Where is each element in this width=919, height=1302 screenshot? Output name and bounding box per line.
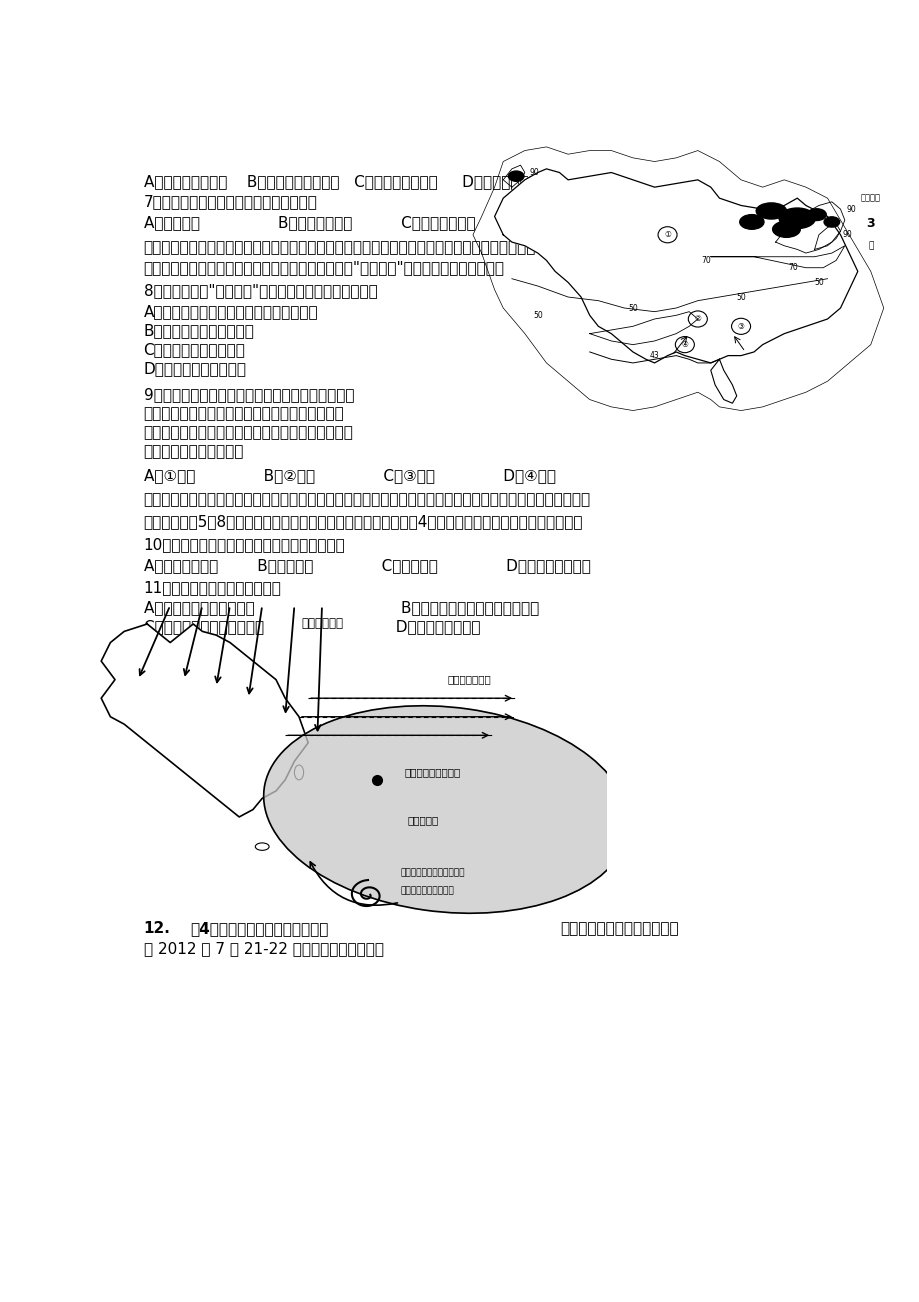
Text: 90: 90 bbox=[528, 168, 539, 177]
Polygon shape bbox=[101, 624, 308, 816]
Text: A．青藏高原文化区    B．内蒙古草原文化区   C．华南妈祖文化区     D．东北黑土文化区: A．青藏高原文化区 B．内蒙古草原文化区 C．华南妈祖文化区 D．东北黑土文化区 bbox=[143, 173, 546, 189]
Text: C．锋面雨带已撤离我国大陆                           D．台风已蓄势待发: C．锋面雨带已撤离我国大陆 D．台风已蓄势待发 bbox=[143, 618, 480, 634]
Text: A．高寒缺氧                B．潮湿、多虫鼠          C．多火山、地震        D．干旱缺水: A．高寒缺氧 B．潮湿、多虫鼠 C．多火山、地震 D．干旱缺水 bbox=[143, 215, 571, 230]
Text: 下列天气系统中，最有可能导: 下列天气系统中，最有可能导 bbox=[560, 921, 678, 936]
Ellipse shape bbox=[772, 221, 800, 237]
Polygon shape bbox=[494, 169, 857, 363]
Polygon shape bbox=[710, 359, 736, 404]
Text: A．南部沿海一带        B．东北地区              C．华北地区              D．长江中下游地区: A．南部沿海一带 B．东北地区 C．华北地区 D．长江中下游地区 bbox=[143, 557, 590, 573]
Ellipse shape bbox=[294, 766, 303, 780]
Text: 50: 50 bbox=[532, 311, 542, 320]
Text: ③: ③ bbox=[737, 322, 743, 331]
Text: 致 2012 年 7 月 21-22 日北京特大暴雨的是：: 致 2012 年 7 月 21-22 日北京特大暴雨的是： bbox=[143, 941, 383, 956]
Text: 50: 50 bbox=[628, 303, 637, 312]
Text: 副高脊线以北5～8个纬度距离处，并随副高的北进南退而移动。图4绘制的是副高对我国天气影响示意图。: 副高脊线以北5～8个纬度距离处，并随副高的北进南退而移动。图4绘制的是副高对我国… bbox=[143, 514, 583, 529]
Text: ④: ④ bbox=[681, 340, 687, 349]
Text: 50: 50 bbox=[735, 293, 745, 302]
Text: 图: 图 bbox=[868, 241, 872, 250]
Text: 副高控制下高温晴热: 副高控制下高温晴热 bbox=[403, 767, 460, 777]
Text: 8．图中东北部"偏好指数"高且成带状集中分布的理由是: 8．图中东北部"偏好指数"高且成带状集中分布的理由是 bbox=[143, 283, 377, 298]
Ellipse shape bbox=[739, 215, 763, 229]
Text: A．①区域              B．②区域              C．③区域              D．④区域: A．①区域 B．②区域 C．③区域 D．④区域 bbox=[143, 469, 555, 483]
Text: 图4：副高对我国天气影响示意图: 图4：副高对我国天气影响示意图 bbox=[189, 921, 328, 936]
Text: B．气候优越，呈带状分布: B．气候优越，呈带状分布 bbox=[143, 323, 255, 339]
Text: A．沿海平原地形，港口多，对外联系密切: A．沿海平原地形，港口多，对外联系密切 bbox=[143, 305, 318, 319]
Text: 台风一般形成于副高南侧，: 台风一般形成于副高南侧， bbox=[400, 868, 464, 878]
Text: 9．美国某城市虽然光热充足，旅游休憩设施完善，: 9．美国某城市虽然光热充足，旅游休憩设施完善， bbox=[143, 387, 354, 402]
Text: 副热带高压: 副热带高压 bbox=[407, 815, 438, 825]
Text: 大学生的居住地及工作地选择抽样调查结果而绘制的"偏好指数"空间分布图，读图回答。: 大学生的居住地及工作地选择抽样调查结果而绘制的"偏好指数"空间分布图，读图回答。 bbox=[143, 260, 504, 275]
Text: 7．该传统民居能够反映当地的环境特点是: 7．该传统民居能够反映当地的环境特点是 bbox=[143, 194, 317, 208]
Text: 温暖湿润的气流: 温暖湿润的气流 bbox=[447, 674, 491, 685]
Text: 70: 70 bbox=[701, 256, 710, 264]
Text: 的大学生而言，仅为中等偏好的居住地及工作城市。: 的大学生而言，仅为中等偏好的居住地及工作城市。 bbox=[143, 426, 353, 440]
Text: 北方的冷空气: 北方的冷空气 bbox=[301, 617, 343, 630]
Text: （五）西太平洋副热带高压（简称副高）是影响我国大陆的重要天气系统。我国东部的主要锋面雨带，通常位于: （五）西太平洋副热带高压（简称副高）是影响我国大陆的重要天气系统。我国东部的主要… bbox=[143, 492, 590, 508]
Text: 70: 70 bbox=[788, 263, 797, 272]
Ellipse shape bbox=[778, 208, 814, 229]
Text: 11．当北方冷空气势力最强盛时: 11．当北方冷空气势力最强盛时 bbox=[143, 579, 281, 595]
Ellipse shape bbox=[255, 842, 268, 850]
Text: 90: 90 bbox=[846, 204, 856, 214]
Text: D．沿河分布，水源丰富: D．沿河分布，水源丰富 bbox=[143, 361, 246, 376]
Text: 12.: 12. bbox=[143, 921, 170, 936]
Ellipse shape bbox=[264, 706, 628, 913]
Text: 移动中与副高相互影响: 移动中与副高相互影响 bbox=[400, 887, 453, 896]
Text: C．工业发达，人口密集: C．工业发达，人口密集 bbox=[143, 342, 245, 357]
Ellipse shape bbox=[755, 203, 786, 219]
Text: ①: ① bbox=[664, 230, 670, 240]
Ellipse shape bbox=[823, 217, 839, 227]
Text: A．我国受副高控制最明显                              B．我国锋面雨带控制在华北地区: A．我国受副高控制最明显 B．我国锋面雨带控制在华北地区 bbox=[143, 600, 539, 615]
Text: 是退休老年人选择居住的首选城市之一，但对受访: 是退休老年人选择居住的首选城市之一，但对受访 bbox=[143, 406, 344, 422]
Text: 10．如副高控制区域位于图中位置，则雨带处于: 10．如副高控制区域位于图中位置，则雨带处于 bbox=[143, 536, 345, 552]
Text: ②: ② bbox=[694, 315, 700, 323]
Text: 90: 90 bbox=[842, 230, 852, 240]
Text: 3: 3 bbox=[866, 217, 874, 230]
Text: （四）人们在选择工作及居住地时往往受就业机会、治安、文化生活及自然环境等因素的影响。图3是根据美国: （四）人们在选择工作及居住地时往往受就业机会、治安、文化生活及自然环境等因素的影… bbox=[143, 240, 591, 254]
Ellipse shape bbox=[806, 208, 825, 220]
Ellipse shape bbox=[508, 171, 524, 181]
Text: 这个城市最可能位于图中: 这个城市最可能位于图中 bbox=[143, 444, 244, 460]
Text: 43: 43 bbox=[649, 352, 659, 361]
Text: 偏好指数: 偏好指数 bbox=[860, 194, 879, 203]
Text: 50: 50 bbox=[813, 277, 823, 286]
